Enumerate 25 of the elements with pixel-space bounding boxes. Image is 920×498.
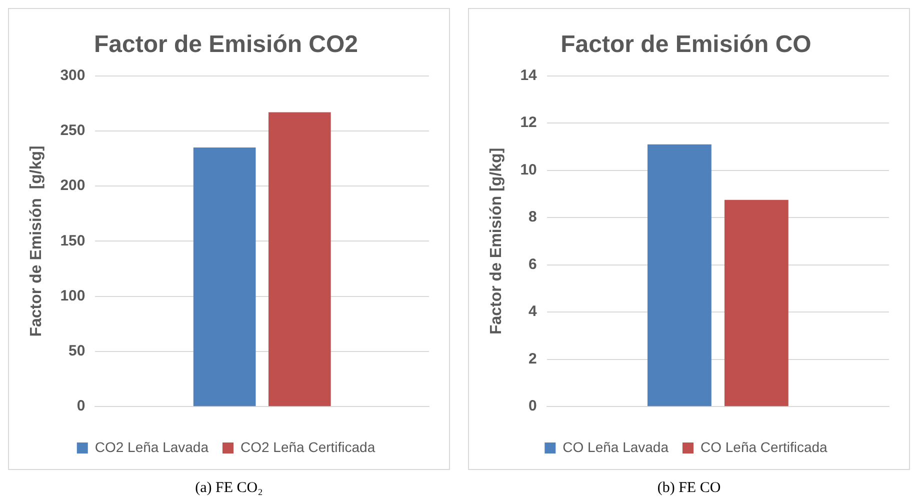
text: (a) FE CO₂ <box>195 480 263 497</box>
y-tick-label: 200 <box>60 177 86 194</box>
y-tick-label: 150 <box>60 232 86 250</box>
y-tick-label: 50 <box>68 342 86 360</box>
y-tick-label: 8 <box>528 208 537 226</box>
y-tick-label: 0 <box>76 398 86 415</box>
y-tick-label: 100 <box>60 287 86 304</box>
y-tick-label: 10 <box>520 161 537 178</box>
y-tick-label: 0 <box>528 398 537 415</box>
chart-title: Factor de Emisión CO <box>560 31 812 58</box>
legend-label: CO Leña Certificada <box>700 438 828 455</box>
y-tick-label: 14 <box>520 66 538 84</box>
y-axis-title: Factor de Emisión [g/kg] <box>488 148 506 335</box>
y-tick-label: 12 <box>520 114 537 132</box>
y-tick-label: 250 <box>60 122 86 140</box>
y-tick-label: 6 <box>528 256 537 273</box>
chart-title: Factor de Emisión CO2 <box>94 31 358 58</box>
legend-label: CO Leña Lavada <box>562 438 669 455</box>
y-tick-label: 4 <box>528 303 538 320</box>
text: (b) FE CO <box>657 480 721 497</box>
y-axis-title: Factor de Emisión [g/kg] <box>28 146 46 337</box>
y-tick-label: 300 <box>60 66 86 84</box>
y-tick-label: 2 <box>528 350 537 368</box>
legend-label: CO2 Leña Lavada <box>94 438 209 455</box>
legend-label: CO2 Leña Certificada <box>240 438 376 455</box>
